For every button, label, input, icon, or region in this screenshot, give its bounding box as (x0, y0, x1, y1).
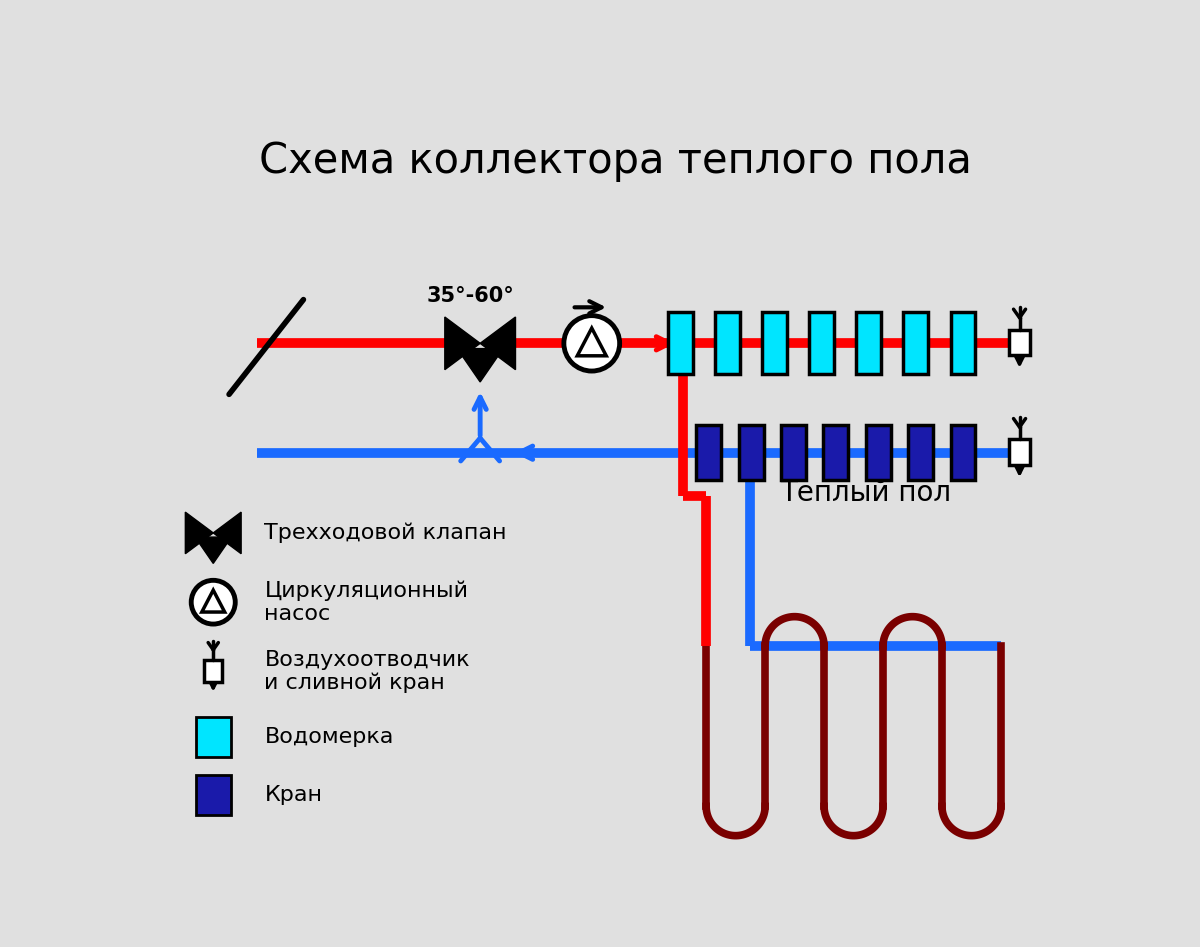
FancyBboxPatch shape (950, 425, 976, 480)
FancyBboxPatch shape (196, 776, 230, 815)
Polygon shape (196, 537, 232, 563)
FancyBboxPatch shape (715, 313, 739, 374)
FancyBboxPatch shape (196, 717, 230, 758)
FancyBboxPatch shape (696, 425, 721, 480)
Circle shape (564, 315, 619, 371)
FancyBboxPatch shape (781, 425, 806, 480)
FancyBboxPatch shape (908, 425, 934, 480)
FancyBboxPatch shape (204, 660, 222, 682)
Polygon shape (445, 317, 480, 369)
FancyBboxPatch shape (809, 313, 834, 374)
Circle shape (191, 581, 235, 624)
FancyBboxPatch shape (857, 313, 881, 374)
FancyBboxPatch shape (762, 313, 787, 374)
FancyBboxPatch shape (950, 313, 976, 374)
Text: Циркуляционный
насос: Циркуляционный насос (264, 581, 468, 624)
Polygon shape (214, 512, 241, 554)
FancyBboxPatch shape (667, 313, 692, 374)
FancyBboxPatch shape (904, 313, 929, 374)
Text: Воздухоотводчик
и сливной кран: Воздухоотводчик и сливной кран (264, 650, 470, 693)
Text: Схема коллектора теплого пола: Схема коллектора теплого пола (258, 140, 972, 182)
FancyBboxPatch shape (1009, 439, 1030, 465)
Polygon shape (185, 512, 214, 554)
FancyBboxPatch shape (823, 425, 848, 480)
Text: Кран: Кран (264, 785, 323, 806)
Text: Водомерка: Водомерка (264, 727, 394, 747)
Text: 35°-60°: 35°-60° (427, 286, 515, 307)
FancyBboxPatch shape (1009, 330, 1030, 355)
Polygon shape (457, 348, 503, 382)
FancyBboxPatch shape (866, 425, 890, 480)
Polygon shape (480, 317, 516, 369)
Text: Трехходовой клапан: Трехходовой клапан (264, 523, 506, 544)
FancyBboxPatch shape (739, 425, 763, 480)
Text: Теплый пол: Теплый пол (781, 479, 952, 507)
